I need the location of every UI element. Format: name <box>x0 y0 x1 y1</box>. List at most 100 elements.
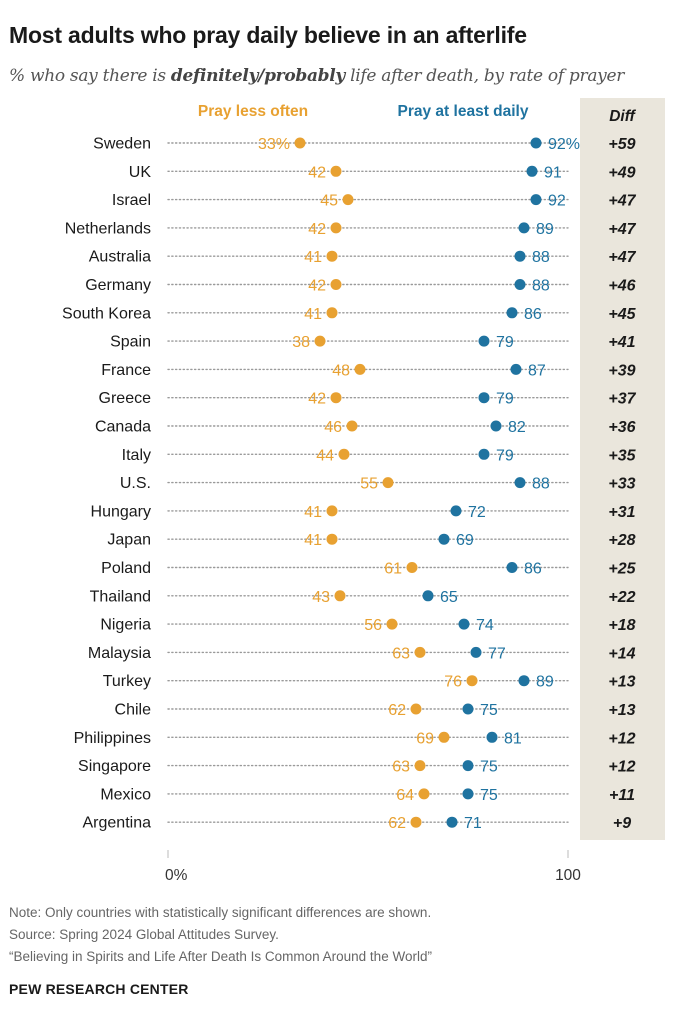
country-label: Poland <box>101 560 151 577</box>
dot-pray-less-often <box>410 703 422 715</box>
dot-pray-daily <box>490 420 502 432</box>
dot-pray-daily <box>450 505 462 517</box>
value-label-pray-less-often: 46 <box>324 419 342 436</box>
dot-pray-daily <box>478 448 490 460</box>
dot-pray-less-often <box>342 194 354 206</box>
diff-value: +47 <box>608 193 636 210</box>
value-label-pray-daily: 88 <box>532 278 550 295</box>
dot-pray-less-often <box>346 420 358 432</box>
value-label-pray-daily: 87 <box>528 362 546 379</box>
country-label: Israel <box>112 192 151 209</box>
dot-pray-less-often <box>330 279 342 290</box>
diff-value: +9 <box>613 815 631 832</box>
diff-value: +46 <box>608 278 635 295</box>
chart-title: Most adults who pray daily believe in an… <box>9 22 527 48</box>
chart-row: Australia 41 88 +47 <box>89 249 637 267</box>
chart-row: Japan 41 69 +28 <box>107 532 635 550</box>
diff-value: +22 <box>608 589 635 606</box>
diff-value: +37 <box>608 391 636 408</box>
pew-brand: PEW RESEARCH CENTER <box>9 981 189 997</box>
chart-row: Chile 62 75 +13 <box>115 702 636 720</box>
dot-pray-less-often <box>330 392 342 404</box>
value-label-pray-daily: 92% <box>548 136 580 153</box>
value-label-pray-less-often: 38 <box>292 334 310 351</box>
country-label: Hungary <box>91 503 151 520</box>
dot-pray-daily <box>530 137 542 149</box>
diff-value: +39 <box>608 362 635 379</box>
dot-pray-daily <box>514 279 526 290</box>
value-label-pray-less-often: 62 <box>388 702 406 719</box>
dot-pray-less-often <box>354 363 366 375</box>
value-label-pray-daily: 88 <box>532 476 550 493</box>
dot-pray-less-often <box>386 618 398 630</box>
value-label-pray-daily: 86 <box>524 561 542 578</box>
dot-pray-daily <box>506 562 518 573</box>
dot-pray-daily <box>438 533 450 545</box>
dot-pray-daily <box>462 760 474 772</box>
dot-pray-daily <box>514 250 526 262</box>
value-label-pray-daily: 88 <box>532 249 550 266</box>
chart-row: Philippines 69 81 +12 <box>74 730 636 748</box>
diff-value: +12 <box>608 759 635 776</box>
dot-pray-less-often <box>330 222 342 234</box>
dot-pray-less-often <box>326 533 338 545</box>
value-label-pray-less-often: 64 <box>396 787 414 804</box>
value-label-pray-daily: 75 <box>480 702 498 719</box>
value-label-pray-less-often: 48 <box>332 362 350 379</box>
diff-value: +35 <box>608 447 636 464</box>
value-label-pray-daily: 86 <box>524 306 542 323</box>
value-label-pray-less-often: 55 <box>360 476 378 493</box>
value-label-pray-less-often: 41 <box>304 306 322 323</box>
value-label-pray-daily: 65 <box>440 589 458 606</box>
chart-row: UK 42 91 +49 <box>129 164 636 182</box>
chart-row: Spain 38 79 +41 <box>110 334 636 352</box>
diff-value: +36 <box>608 419 635 436</box>
dot-pray-less-often <box>438 731 450 743</box>
chart-row: Malaysia 63 77 +14 <box>88 645 636 663</box>
legend-pray-daily: Pray at least daily <box>398 103 529 120</box>
chart-row: South Korea 41 86 +45 <box>62 305 637 323</box>
diff-value: +28 <box>608 532 635 549</box>
country-label: Australia <box>89 249 151 266</box>
subtitle-emphasis: definitely/probably <box>170 66 345 86</box>
value-label-pray-daily: 89 <box>536 221 554 238</box>
chart-row: Mexico 64 75 +11 <box>100 786 635 804</box>
country-label: Netherlands <box>65 220 151 237</box>
value-label-pray-less-often: 63 <box>392 645 410 662</box>
value-label-pray-daily: 91 <box>544 164 562 181</box>
country-label: Mexico <box>100 786 151 803</box>
value-label-pray-daily: 81 <box>504 730 522 747</box>
value-label-pray-daily: 92 <box>548 193 566 210</box>
dot-pray-less-often <box>330 165 342 177</box>
subtitle-prefix: % who say there is <box>9 66 171 86</box>
dot-pray-daily <box>462 703 474 715</box>
chart-row: Israel 45 92 +47 <box>112 192 637 210</box>
country-label: Argentina <box>83 815 152 832</box>
value-label-pray-less-often: 41 <box>304 504 322 521</box>
country-label: U.S. <box>120 475 151 492</box>
country-label: Philippines <box>74 730 151 747</box>
value-label-pray-daily: 82 <box>508 419 526 436</box>
dot-pray-daily <box>510 363 522 375</box>
value-label-pray-daily: 75 <box>480 787 498 804</box>
diff-value: +45 <box>608 306 636 323</box>
value-label-pray-daily: 77 <box>488 645 506 662</box>
diff-column-background <box>580 98 665 840</box>
country-label: Japan <box>107 532 151 549</box>
country-label: Canada <box>95 419 151 436</box>
dot-pray-daily <box>526 165 538 177</box>
dot-pray-daily <box>478 392 490 404</box>
value-label-pray-daily: 79 <box>496 334 514 351</box>
value-label-pray-daily: 89 <box>536 674 554 691</box>
value-label-pray-less-often: 42 <box>308 221 326 238</box>
country-label: Chile <box>115 702 152 719</box>
dot-pray-less-often <box>314 335 326 347</box>
diff-value: +33 <box>608 476 635 493</box>
dot-pray-daily <box>506 307 518 319</box>
diff-value: +13 <box>608 674 635 691</box>
value-label-pray-less-often: 76 <box>444 674 462 691</box>
dot-pray-daily <box>518 675 530 687</box>
country-label: Thailand <box>90 588 151 605</box>
country-label: Sweden <box>93 136 151 153</box>
value-label-pray-less-often: 45 <box>320 193 338 210</box>
